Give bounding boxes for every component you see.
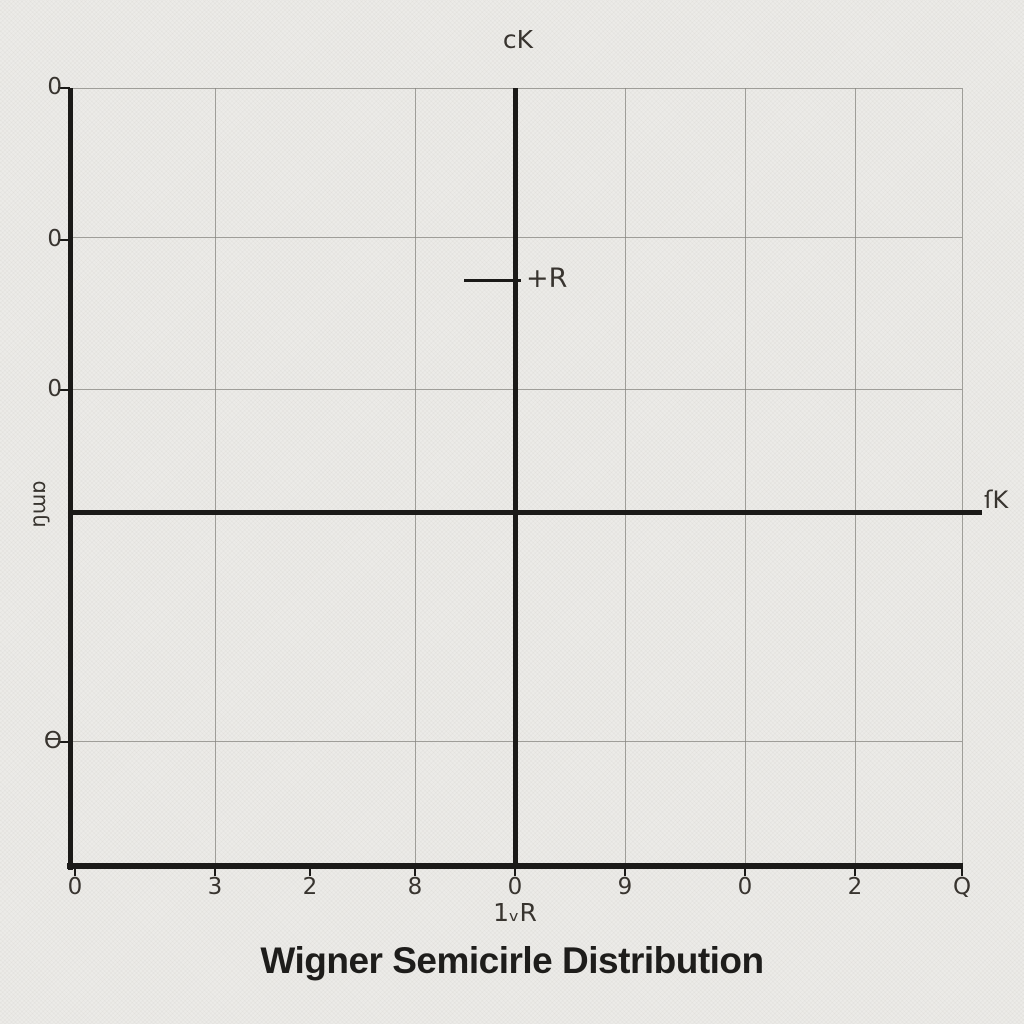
x-tick-mark xyxy=(744,868,746,876)
x-tick-label: 2 xyxy=(302,874,318,900)
left-axis-line xyxy=(68,88,73,870)
vertical-gridline xyxy=(745,88,746,866)
x-tick-mark xyxy=(624,868,626,876)
x-tick-mark xyxy=(74,868,76,876)
x-tick-mark xyxy=(414,868,416,876)
bottom-axis-line xyxy=(67,863,963,869)
center-horizontal-axis xyxy=(70,510,982,515)
x-tick-label: 0 xyxy=(737,874,753,900)
x-tick-label: 0 xyxy=(67,874,83,900)
x-axis-label: 1ᵥR xyxy=(493,898,537,927)
x-tick-mark xyxy=(214,868,216,876)
vertical-gridline xyxy=(625,88,626,866)
top-axis-annotation: cK xyxy=(502,25,534,54)
x-tick-label: 0 xyxy=(507,874,523,900)
x-tick-mark xyxy=(309,868,311,876)
y-tick-mark xyxy=(58,239,70,241)
x-tick-mark xyxy=(961,868,963,876)
right-axis-annotation: ſK xyxy=(984,486,1009,514)
y-tick-mark xyxy=(58,87,70,89)
chart-title: Wigner Semicirle Distribution xyxy=(260,940,764,981)
vertical-gridline xyxy=(215,88,216,866)
y-axis-label: ŋɯɒ xyxy=(26,480,50,528)
x-tick-label: 3 xyxy=(207,874,223,900)
vertical-gridline xyxy=(415,88,416,866)
x-tick-mark xyxy=(854,868,856,876)
x-tick-mark xyxy=(514,868,516,876)
center-vertical-axis xyxy=(513,88,518,866)
vertical-gridline xyxy=(855,88,856,866)
y-tick-label: Ɵ xyxy=(43,728,62,754)
y-tick-label: 0 xyxy=(47,226,62,252)
x-tick-label: 2 xyxy=(847,874,863,900)
y-tick-mark xyxy=(58,741,70,743)
x-tick-label: 9 xyxy=(617,874,633,900)
y-tick-mark xyxy=(58,389,70,391)
r-tick-mark xyxy=(464,279,521,282)
vertical-gridline xyxy=(962,88,963,866)
x-tick-label: Q xyxy=(952,874,972,900)
y-tick-label: 0 xyxy=(47,74,62,100)
x-tick-label: 8 xyxy=(407,874,423,900)
y-tick-label: 0 xyxy=(47,376,62,402)
radius-annotation: +R xyxy=(526,263,568,294)
